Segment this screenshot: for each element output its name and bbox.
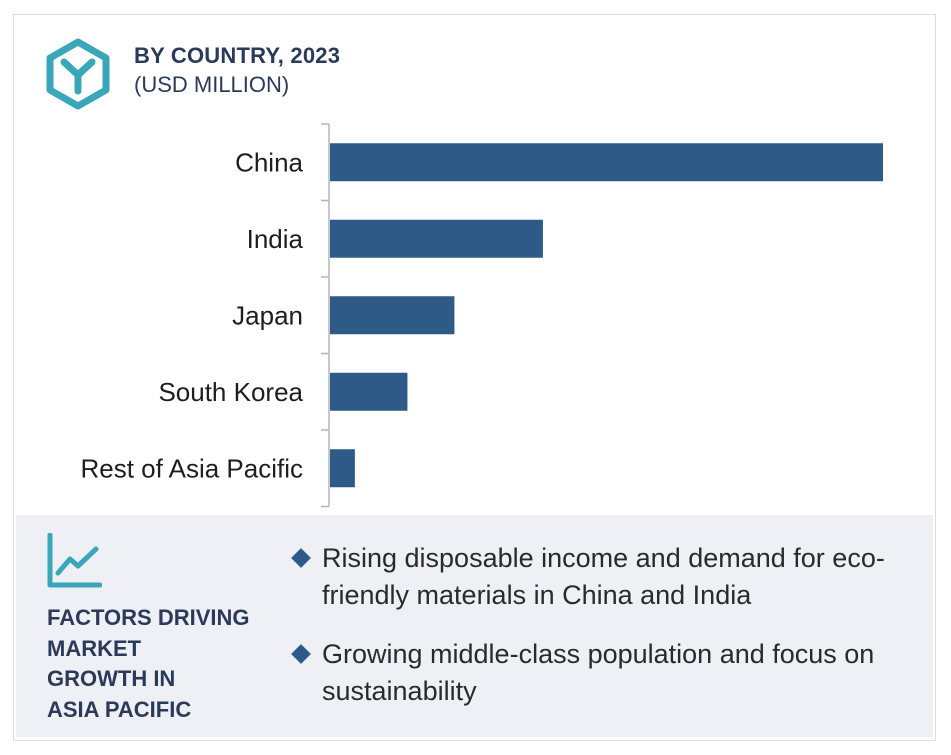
- factor-item: Growing middle-class population and focu…: [291, 636, 922, 710]
- factors-heading-line: ASIA PACIFIC: [47, 696, 192, 722]
- category-label: Japan: [232, 300, 303, 330]
- factor-text: Growing middle-class population and focu…: [322, 639, 875, 706]
- trend-chart-icon: [47, 533, 102, 588]
- bar-china: [330, 143, 883, 182]
- hexagon-y-logo-icon: [46, 38, 110, 110]
- category-label: India: [247, 224, 304, 254]
- bar-rest-of-asia-pacific: [330, 449, 355, 488]
- factor-item: Rising disposable income and demand for …: [291, 540, 922, 614]
- category-label: South Korea: [158, 377, 303, 407]
- category-label: Rest of Asia Pacific: [80, 453, 303, 483]
- chart-title: BY COUNTRY, 2023: [134, 43, 341, 68]
- factor-text: Rising disposable income and demand for …: [322, 543, 885, 610]
- bar-india: [330, 219, 543, 258]
- factors-heading-line: MARKET: [47, 635, 142, 661]
- category-label: China: [235, 147, 303, 177]
- factors-heading-line: FACTORS DRIVING: [47, 605, 250, 630]
- factors-heading-line: GROWTH IN: [47, 666, 176, 691]
- bar-south-korea: [330, 372, 408, 411]
- factors-panel: [16, 515, 933, 737]
- chart-subtitle: (USD MILLION): [134, 72, 290, 97]
- factors-heading: FACTORS DRIVING MARKET GROWTH IN ASIA PA…: [47, 603, 267, 725]
- bar-chart: China India Japan South Korea Rest of Asia P…: [80, 123, 883, 508]
- bar-japan: [330, 296, 455, 335]
